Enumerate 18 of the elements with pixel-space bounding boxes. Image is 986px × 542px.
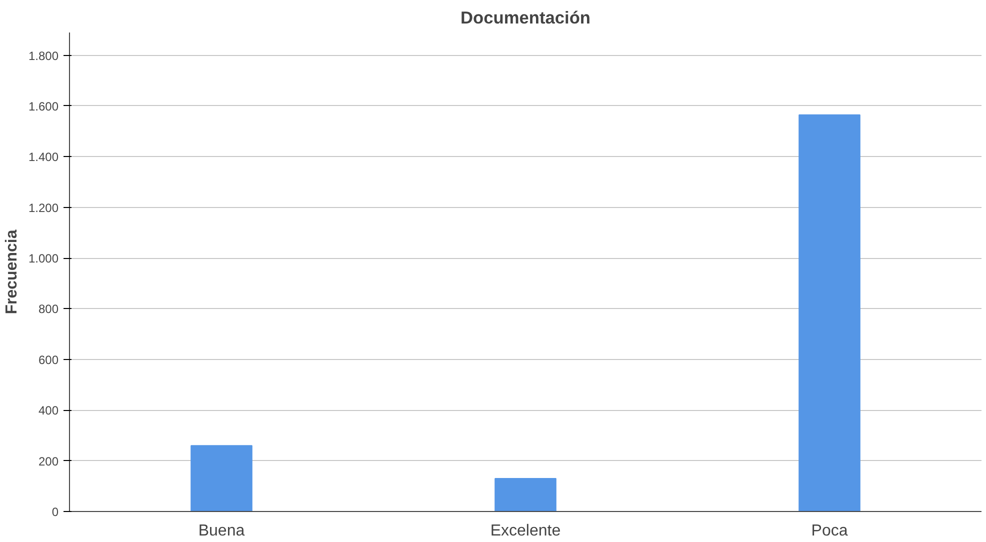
x-tick-label: Buena xyxy=(198,522,245,540)
bar xyxy=(798,114,860,512)
y-tick-label: 200 xyxy=(38,454,59,468)
x-tick-label: Poca xyxy=(811,522,848,540)
x-tick-label: Excelente xyxy=(490,522,561,540)
y-tick-label: 800 xyxy=(38,302,59,316)
bar xyxy=(494,478,556,512)
chart-title: Documentación xyxy=(460,8,590,28)
y-tick-label: 1.200 xyxy=(28,200,59,215)
bar xyxy=(190,445,252,512)
y-tick-label: 1.000 xyxy=(28,252,59,266)
y-tick-label: 0 xyxy=(52,505,59,519)
y-tick-label: 1.800 xyxy=(28,48,59,63)
y-tick-label: 400 xyxy=(38,404,59,418)
y-tick-label: 1.400 xyxy=(28,150,59,164)
y-axis-title: Frecuencia xyxy=(3,230,20,314)
y-tick-label: 600 xyxy=(38,352,59,367)
y-tick-label: 1.600 xyxy=(28,99,59,114)
